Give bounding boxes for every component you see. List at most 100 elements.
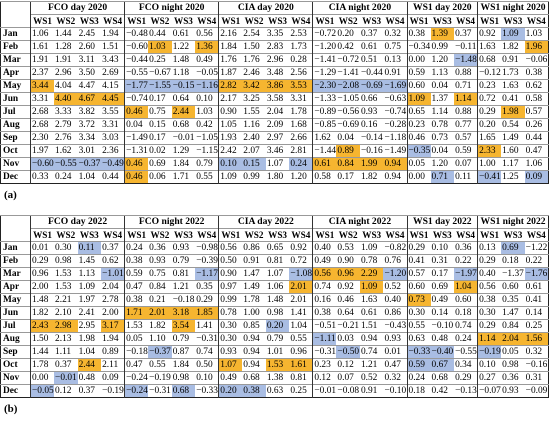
value-cell: 0.13 bbox=[383, 53, 407, 67]
value-cell: 0.47 bbox=[124, 358, 149, 372]
value-cell: 0.92 bbox=[336, 280, 360, 294]
value-cell: 0.61 bbox=[312, 157, 337, 171]
value-cell: −1.37 bbox=[501, 267, 525, 281]
value-cell: 0.44 bbox=[524, 131, 549, 145]
value-cell: −0.10 bbox=[430, 319, 455, 333]
value-cell: 0.10 bbox=[430, 241, 455, 255]
column-header: WS1 bbox=[30, 14, 55, 28]
value-cell: 0.94 bbox=[359, 332, 384, 346]
value-cell: 0.00 bbox=[406, 170, 431, 184]
data-row: Dec 0.33 0.24 1.04 0.44 0.46 0.06 1.71 0.55 1.09 0… bbox=[0, 170, 549, 184]
value-cell: 0.68 bbox=[477, 53, 502, 67]
corner-cell bbox=[0, 1, 31, 28]
value-cell: 0.09 bbox=[101, 371, 125, 385]
value-cell: 0.44 bbox=[148, 27, 172, 41]
value-cell: 2.11 bbox=[101, 358, 125, 372]
value-cell: 0.93 bbox=[383, 332, 407, 346]
value-cell: −1.44 bbox=[312, 144, 337, 158]
value-cell: 3.31 bbox=[289, 92, 313, 106]
value-cell: 0.99 bbox=[430, 40, 455, 54]
value-cell: −1.05 bbox=[195, 131, 219, 145]
value-cell: 0.14 bbox=[524, 306, 549, 320]
value-cell: 0.69 bbox=[148, 157, 172, 171]
value-cell: 2.01 bbox=[148, 306, 172, 320]
value-cell: 0.79 bbox=[195, 157, 219, 171]
value-cell: −0.33 bbox=[406, 345, 431, 359]
value-cell: 1.37 bbox=[430, 92, 455, 106]
value-cell: −0.19 bbox=[101, 384, 125, 398]
value-cell: 0.32 bbox=[383, 371, 407, 385]
value-cell: −0.55 bbox=[54, 157, 78, 171]
value-cell: 1.38 bbox=[265, 371, 290, 385]
value-cell: 0.38 bbox=[124, 254, 149, 268]
column-header: WS4 bbox=[289, 228, 313, 242]
value-cell: 1.03 bbox=[195, 105, 219, 119]
value-cell: 0.28 bbox=[289, 53, 313, 67]
column-header: WS1 bbox=[124, 228, 149, 242]
value-cell: 0.98 bbox=[265, 306, 290, 320]
value-cell: 1.06 bbox=[265, 280, 290, 294]
value-cell: 0.41 bbox=[524, 293, 549, 307]
value-cell: 1.29 bbox=[171, 144, 196, 158]
group-header: FCO night 2022 bbox=[124, 215, 219, 229]
value-cell: 1.76 bbox=[242, 53, 266, 67]
column-header: WS4 bbox=[383, 14, 407, 28]
value-cell: 0.91 bbox=[383, 66, 407, 80]
value-cell: −1.97 bbox=[454, 267, 478, 281]
value-cell: 1.49 bbox=[501, 131, 525, 145]
value-cell: −0.18 bbox=[171, 293, 196, 307]
value-cell: 0.49 bbox=[195, 53, 219, 67]
month-cell: Jul bbox=[0, 105, 31, 119]
value-cell: 0.12 bbox=[312, 371, 337, 385]
value-cell: 0.05 bbox=[124, 332, 149, 346]
value-cell: 1.82 bbox=[501, 40, 525, 54]
value-cell: 1.22 bbox=[171, 40, 196, 54]
value-cell: 2.44 bbox=[171, 105, 196, 119]
value-cell: 1.85 bbox=[195, 306, 219, 320]
value-cell: 0.01 bbox=[383, 345, 407, 359]
value-cell: 3.86 bbox=[265, 79, 290, 93]
group-header: WS1 day 2022 bbox=[406, 215, 478, 229]
column-header: WS2 bbox=[242, 228, 266, 242]
value-cell: 0.65 bbox=[265, 241, 290, 255]
value-cell: 0.66 bbox=[359, 92, 384, 106]
table-label: (a) bbox=[4, 189, 17, 201]
data-row: Dec −0.05 0.12 0.37 −0.19 −0.24 −0.31 0.68 −0.33… bbox=[0, 384, 549, 398]
value-cell: 4.47 bbox=[77, 79, 102, 93]
value-cell: 0.20 bbox=[477, 118, 502, 132]
value-cell: 1.82 bbox=[148, 319, 172, 333]
value-cell: 0.38 bbox=[477, 293, 502, 307]
value-cell: −0.85 bbox=[312, 118, 337, 132]
value-cell: 2.96 bbox=[54, 66, 78, 80]
value-cell: 0.53 bbox=[336, 241, 360, 255]
value-cell: 1.11 bbox=[54, 345, 78, 359]
value-cell: 1.05 bbox=[218, 118, 243, 132]
header-row: FCO day 2020 FCO night 2020 CIA day 2020 CI… bbox=[0, 1, 549, 28]
month-cell: Jun bbox=[0, 92, 31, 106]
value-cell: 0.55 bbox=[406, 319, 431, 333]
value-cell: 1.80 bbox=[265, 170, 290, 184]
value-cell: −1.31 bbox=[124, 144, 149, 158]
value-cell: 3.53 bbox=[289, 79, 313, 93]
month-cell: Feb bbox=[0, 40, 31, 54]
data-row: Jun 1.82 2.10 2.41 2.00 1.71 2.01 3.18 1.85 0.78 1… bbox=[0, 306, 549, 320]
data-row: Feb 1.61 1.28 2.60 1.51 −0.60 1.03 1.22 1.36 1.84… bbox=[0, 40, 549, 54]
value-cell: −2.08 bbox=[336, 79, 360, 93]
value-cell: −0.69 bbox=[359, 79, 384, 93]
column-header: WS3 bbox=[359, 14, 384, 28]
value-cell: 1.94 bbox=[101, 332, 125, 346]
value-cell: 0.57 bbox=[406, 267, 431, 281]
value-cell: −0.55 bbox=[124, 66, 149, 80]
value-cell: −0.14 bbox=[359, 131, 384, 145]
value-cell: 0.30 bbox=[218, 332, 243, 346]
value-cell: 1.41 bbox=[289, 306, 313, 320]
value-cell: 1.14 bbox=[454, 92, 478, 106]
value-cell: 1.98 bbox=[77, 332, 102, 346]
value-cell: 0.89 bbox=[101, 345, 125, 359]
data-row: Mar 0.96 1.53 1.13 −1.01 0.59 0.75 0.81 −1.17 0.9… bbox=[0, 267, 549, 281]
subheader-row: WS1 WS2 WS3 WS4 WS1 WS2 WS3 WS4 WS1 WS2 WS3 WS4 WS1 W… bbox=[1, 228, 549, 242]
value-cell: 0.46 bbox=[124, 157, 149, 171]
value-cell: 1.13 bbox=[430, 66, 455, 80]
value-cell: 0.30 bbox=[406, 306, 431, 320]
column-header: WS2 bbox=[148, 228, 172, 242]
